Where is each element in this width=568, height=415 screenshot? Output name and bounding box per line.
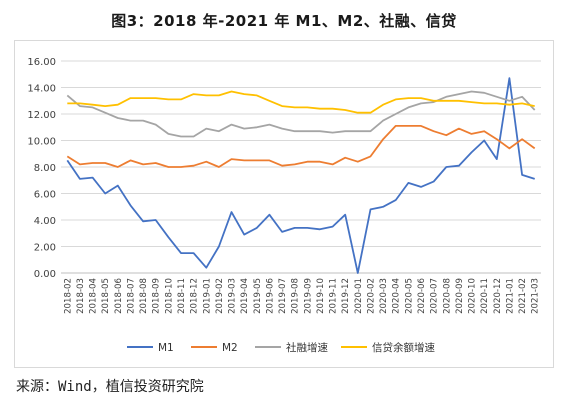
x-tick-label: 2019-12	[341, 278, 351, 314]
legend-label: M2	[222, 342, 238, 354]
source-note: 来源：Wind，植信投资研究院	[16, 379, 204, 395]
x-tick-label: 2020-07	[430, 278, 440, 314]
x-tick-label: 2020-12	[493, 278, 503, 314]
x-tick-label: 2019-05	[253, 278, 263, 314]
y-tick-label: 6.00	[34, 190, 56, 201]
x-tick-label: 2020-02	[366, 278, 376, 314]
x-tick-label: 2020-05	[404, 278, 414, 314]
x-tick-label: 2019-02	[215, 278, 225, 314]
chart-title: 图3：2018 年-2021 年 M1、M2、社融、信贷	[111, 12, 457, 30]
x-tick-label: 2018-02	[63, 278, 73, 314]
x-tick-label: 2018-04	[89, 278, 99, 314]
series-line	[66, 125, 536, 168]
x-tick-label: 2018-11	[177, 278, 187, 314]
x-tick-label: 2018-12	[190, 278, 200, 314]
x-tick-label: 2018-03	[76, 278, 86, 314]
x-tick-label: 2021-02	[518, 278, 528, 314]
y-tick-label: 4.00	[34, 216, 56, 227]
x-tick-label: 2018-10	[164, 278, 174, 314]
series-line	[66, 77, 535, 274]
x-axis-ticks: 2018-02 2018-03 2018-04 2018-05 2018-06 2018-…	[63, 278, 540, 314]
legend: M1 M2 社融增速 信贷余额增速	[127, 341, 435, 354]
x-tick-label: 2020-06	[417, 278, 427, 314]
x-tick-label: 2018-08	[139, 278, 149, 314]
y-tick-label: 0.00	[34, 269, 56, 280]
series-lines	[66, 77, 536, 274]
legend-item: M2	[191, 342, 238, 354]
y-tick-label: 8.00	[34, 163, 56, 174]
x-tick-label: 2019-01	[202, 278, 212, 314]
x-tick-label: 2019-11	[329, 278, 339, 314]
series-line	[66, 90, 536, 138]
legend-item: M1	[127, 342, 174, 354]
x-tick-label: 2020-10	[468, 278, 478, 314]
x-tick-label: 2020-08	[442, 278, 452, 314]
x-tick-label: 2019-07	[278, 278, 288, 314]
y-tick-label: 10.00	[27, 137, 56, 148]
y-axis-ticks: 0.00 2.00 4.00 6.00 8.00 10.00 12.00 14.00 16.00	[27, 57, 56, 280]
line-chart: 0.00 2.00 4.00 6.00 8.00 10.00 12.00 14.00 16.00…	[27, 57, 541, 354]
y-tick-label: 16.00	[27, 57, 56, 68]
legend-label: 信贷余额增速	[372, 341, 435, 354]
x-tick-label: 2019-03	[228, 278, 238, 314]
y-tick-label: 14.00	[27, 84, 56, 95]
series-line	[67, 90, 535, 114]
x-tick-label: 2021-01	[505, 278, 515, 314]
x-tick-label: 2020-03	[379, 278, 389, 314]
legend-label: M1	[158, 342, 174, 354]
x-tick-label: 2020-11	[480, 278, 490, 314]
legend-item: 社融增速	[255, 341, 328, 354]
x-tick-label: 2021-03	[531, 278, 541, 314]
x-tick-label: 2020-01	[354, 278, 364, 314]
x-tick-label: 2019-10	[316, 278, 326, 314]
x-tick-label: 2018-06	[114, 278, 124, 314]
x-tick-label: 2018-05	[101, 278, 111, 314]
x-tick-label: 2019-04	[240, 278, 250, 314]
x-tick-label: 2020-04	[392, 278, 402, 314]
y-tick-label: 2.00	[34, 243, 56, 254]
x-tick-label: 2019-09	[303, 278, 313, 314]
y-tick-label: 12.00	[27, 110, 56, 121]
legend-item: 信贷余额增速	[341, 341, 435, 354]
chart-frame: 0.00 2.00 4.00 6.00 8.00 10.00 12.00 14.00 16.00…	[14, 40, 554, 368]
legend-label: 社融增速	[286, 341, 328, 354]
x-tick-label: 2019-06	[265, 278, 275, 314]
x-tick-label: 2018-09	[152, 278, 162, 314]
x-tick-label: 2018-07	[126, 278, 136, 314]
x-tick-label: 2019-08	[291, 278, 301, 314]
x-tick-label: 2020-09	[455, 278, 465, 314]
